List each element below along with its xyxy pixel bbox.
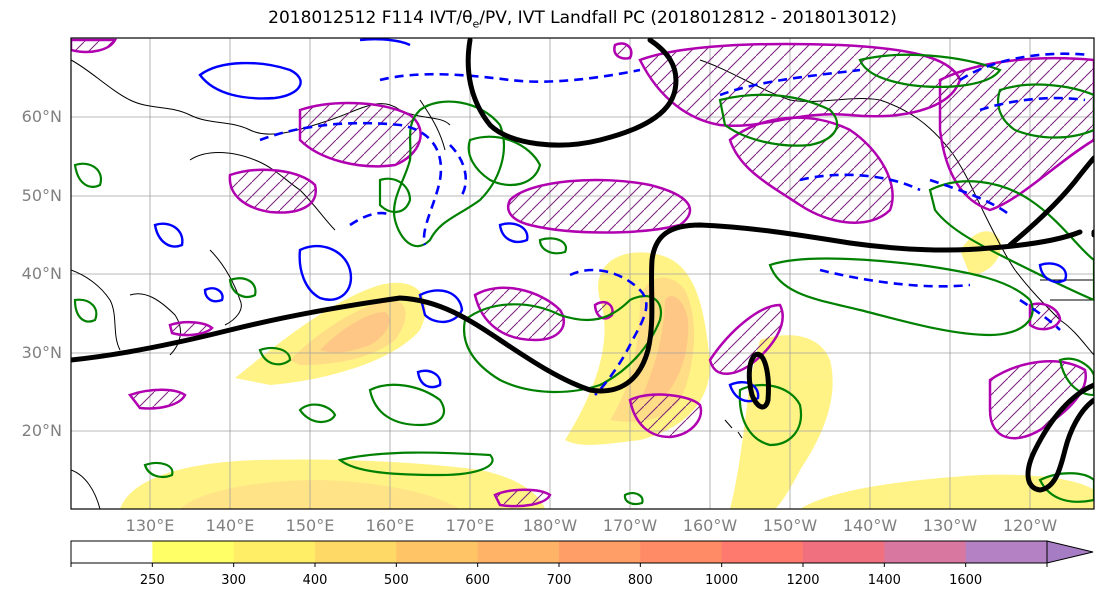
lon-label-180w: 180°W — [522, 516, 578, 535]
theta-e-contours — [153, 38, 1068, 403]
colorbar-segment — [396, 541, 479, 563]
lon-label-160e: 160°E — [365, 516, 415, 535]
lon-label-140e: 140°E — [205, 516, 255, 535]
colorbar-extend-arrow — [1046, 540, 1094, 564]
colorbar-label: 1600 — [949, 573, 983, 588]
colorbar-label: 300 — [221, 573, 247, 588]
lat-label-30n: 30°N — [21, 343, 62, 362]
colorbar-label: 250 — [139, 573, 165, 588]
lat-label-20n: 20°N — [21, 421, 62, 440]
colorbar-label: 400 — [302, 573, 328, 588]
lon-label-130w: 130°W — [922, 516, 978, 535]
lon-label-120w: 120°W — [1002, 516, 1058, 535]
colorbar-segment — [884, 541, 967, 563]
colorbar-segment — [721, 541, 804, 563]
lon-label-170e: 170°E — [445, 516, 495, 535]
colorbar-label: 1400 — [867, 573, 901, 588]
colorbar-label: 600 — [465, 573, 491, 588]
lat-label-60n: 60°N — [21, 107, 62, 126]
colorbar-segment — [477, 541, 560, 563]
lon-label-140w: 140°W — [842, 516, 898, 535]
colorbar-segment — [315, 541, 397, 563]
colorbar-label: 1000 — [705, 573, 739, 588]
lon-label-160w: 160°W — [682, 516, 738, 535]
lon-label-150w: 150°W — [762, 516, 818, 535]
colorbar-label: 1200 — [786, 573, 820, 588]
colorbar-segment — [965, 541, 1048, 563]
map-frame — [70, 37, 1095, 510]
colorbar-segment — [152, 541, 235, 563]
lat-label-40n: 40°N — [21, 264, 62, 283]
lon-label-170w: 170°W — [602, 516, 658, 535]
theta-e-dashed-contours — [259, 52, 1091, 396]
map-title: 2018012512 F114 IVT/θe/PV, IVT Landfall … — [268, 8, 897, 31]
landfall-pc-regions — [71, 38, 1094, 508]
colorbar-segment — [233, 541, 316, 563]
jet-lines — [71, 38, 1094, 493]
colorbar-label: 700 — [546, 573, 572, 588]
colorbar-label: 800 — [627, 573, 653, 588]
pv-contours — [73, 53, 1094, 506]
colorbar-segment — [640, 541, 723, 563]
colorbar-label: 500 — [383, 573, 409, 588]
colorbar-segment — [559, 541, 641, 563]
lon-label-130e: 130°E — [125, 516, 175, 535]
colorbar-segment — [803, 541, 885, 563]
colorbar-segment — [71, 541, 153, 563]
ivt-filled-contours — [120, 231, 1094, 509]
lat-label-50n: 50°N — [21, 186, 62, 205]
lon-label-150e: 150°E — [285, 516, 335, 535]
colorbar — [70, 540, 1094, 567]
